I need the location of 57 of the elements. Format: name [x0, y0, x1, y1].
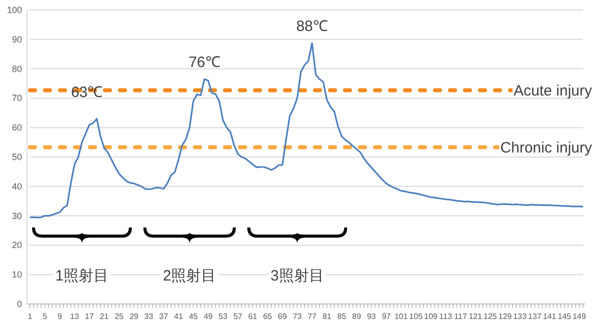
- x-tick-label: 113: [439, 312, 453, 321]
- x-tick-label: 149: [572, 312, 587, 321]
- x-tick-label: 117: [454, 312, 468, 321]
- x-tick-label: 129: [498, 312, 512, 321]
- y-tick-label: 20: [12, 240, 22, 250]
- x-tick-label: 133: [513, 312, 528, 321]
- y-tick-label: 30: [12, 210, 22, 221]
- y-tick-label: 0: [16, 299, 22, 309]
- x-tick-label: 77: [308, 312, 318, 321]
- x-tick-label: 93: [366, 312, 376, 321]
- x-tick-label: 73: [292, 312, 302, 321]
- y-tick-label: 40: [12, 181, 22, 192]
- x-tick-label: 137: [528, 312, 542, 321]
- x-tick-label: 61: [248, 312, 258, 321]
- ref-line-label: Chronic injury: [500, 139, 592, 156]
- y-tick-label: 10: [12, 270, 22, 280]
- ref-line-label: Acute injury: [514, 82, 592, 100]
- y-tick-label: 90: [12, 34, 22, 44]
- x-tick-label: 33: [144, 312, 154, 321]
- x-tick-label: 5: [42, 312, 48, 321]
- x-tick-label: 53: [218, 312, 228, 321]
- x-tick-label: 109: [424, 312, 438, 321]
- annotation: 1照射目: [55, 268, 109, 285]
- x-tick-label: 141: [542, 312, 557, 321]
- x-tick-label: 65: [263, 312, 273, 321]
- annotation: 88℃: [296, 18, 328, 36]
- x-tick-label: 105: [409, 312, 424, 321]
- y-tick-label: 50: [12, 152, 22, 162]
- x-tick-label: 125: [484, 312, 498, 321]
- x-tick-label: 41: [174, 312, 184, 321]
- y-tick-label: 70: [12, 93, 22, 104]
- x-tick-label: 145: [558, 312, 572, 321]
- y-tick-label: 60: [12, 122, 22, 133]
- annotation: 76℃: [188, 54, 220, 72]
- x-tick-label: 89: [352, 312, 362, 321]
- x-tick-label: 25: [114, 312, 124, 321]
- x-tick-label: 57: [233, 312, 243, 321]
- x-tick-label: 29: [129, 312, 139, 321]
- x-tick-label: 121: [468, 312, 483, 321]
- x-tick-label: 97: [382, 312, 392, 321]
- x-tick-label: 13: [70, 312, 80, 321]
- x-tick-label: 81: [322, 312, 332, 321]
- x-tick-label: 21: [100, 312, 110, 321]
- x-tick-label: 37: [159, 312, 169, 321]
- annotation: 63℃: [70, 84, 103, 101]
- x-tick-label: 45: [188, 312, 198, 321]
- y-tick-label: 100: [6, 5, 22, 15]
- x-tick-label: 17: [84, 312, 94, 321]
- x-tick-label: 49: [204, 312, 214, 321]
- annotation: 2照射目: [162, 268, 216, 285]
- x-tick-label: 9: [57, 312, 62, 321]
- x-tick-label: 101: [394, 312, 408, 321]
- y-tick-label: 80: [12, 64, 22, 74]
- annotation: 3照射目: [270, 268, 324, 285]
- x-tick-label: 69: [278, 312, 288, 321]
- x-tick-label: 85: [337, 312, 347, 321]
- x-tick-label: 1: [28, 312, 33, 321]
